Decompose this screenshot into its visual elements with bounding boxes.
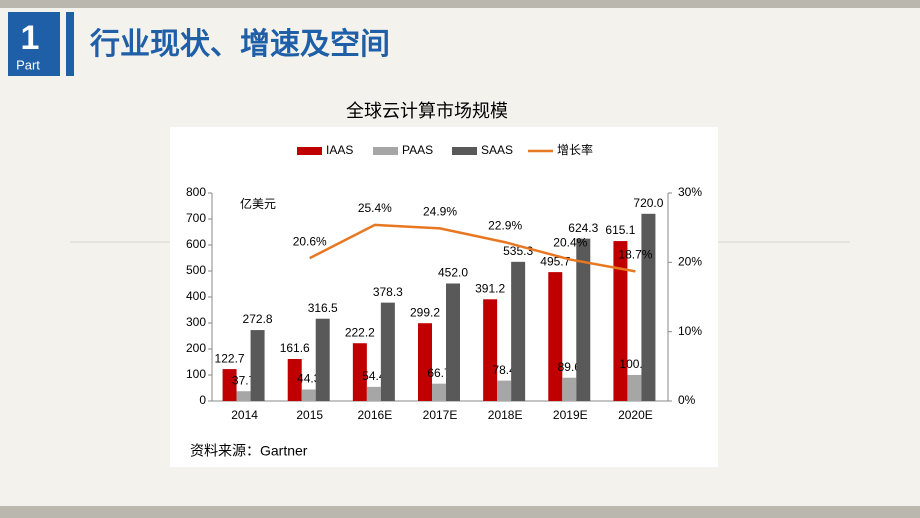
value-label: 20.4% [553,236,587,250]
bar [446,283,460,401]
value-label: 452.0 [438,266,468,280]
value-label: 299.2 [410,305,440,319]
value-label: 18.7% [618,248,652,262]
bar [483,299,498,401]
bottom-stripe [0,506,920,518]
value-label: 66.7 [427,366,451,380]
growth-line [309,223,636,273]
y-tick-label: 600 [186,237,206,251]
value-label: 378.3 [373,285,403,299]
y2-tick-label: 30% [678,185,702,199]
source-note: 资料来源：Gartner [190,443,308,459]
bar [418,323,432,401]
bar [562,377,577,401]
y2-tick-label: 10% [678,324,702,338]
value-label: 20.6% [293,234,327,248]
bar [613,241,628,401]
legend-label: SAAS [481,143,513,157]
bar [548,272,563,401]
value-label: 222.2 [345,325,375,339]
value-label: 22.9% [488,218,522,232]
x-tick-label: 2020E [618,408,653,422]
y-tick-label: 700 [186,211,206,225]
value-label: 24.9% [423,205,457,219]
legend-swatch [297,147,322,155]
part-label: Part [16,57,40,72]
top-stripe [0,0,920,8]
slide-title: 行业现状、增速及空间 [89,28,390,61]
bar [301,389,316,401]
chart-title: 全球云计算市场规模 [346,101,508,121]
value-label: 316.5 [308,301,338,315]
y-tick-label: 800 [186,185,206,199]
bar [380,302,395,401]
bar [315,318,330,401]
legend-swatch [373,147,398,155]
value-label: 720.0 [633,196,663,210]
bar [576,238,591,401]
x-tick-label: 2018E [488,408,523,422]
value-label: 391.2 [475,281,505,295]
x-tick-label: 2017E [423,408,458,422]
y-tick-label: 200 [186,341,206,355]
y-axis-label: 亿美元 [240,196,276,211]
bar [627,374,642,401]
bar [250,330,265,401]
bar [432,383,446,401]
bar [497,380,512,401]
value-label: 37.7 [232,373,256,387]
y-tick-label: 100 [186,367,206,381]
part-number: 1 [21,19,40,57]
value-label: 89.6 [558,360,582,374]
y-tick-label: 0 [199,393,206,407]
bar [222,369,237,401]
y-tick-label: 300 [186,315,206,329]
value-label: 78.4 [492,363,516,377]
title-bar [66,12,74,76]
y-tick-label: 400 [186,289,206,303]
value-label: 122.7 [215,351,245,365]
value-label: 44.3 [297,372,321,386]
value-label: 54.4 [362,369,386,383]
x-tick-label: 2019E [553,408,588,422]
x-tick-label: 2015 [296,408,323,422]
x-tick-label: 2016E [358,408,393,422]
value-label: 272.8 [243,312,273,326]
y2-tick-label: 20% [678,255,702,269]
value-label: 161.6 [280,341,310,355]
bar [366,386,381,401]
value-label: 615.1 [605,223,635,237]
legend-label: 增长率 [557,142,593,157]
legend-swatch [452,147,477,155]
value-label: 624.3 [568,221,598,235]
bar [352,343,367,401]
x-tick-label: 2014 [231,408,258,422]
bar [641,213,656,401]
part-box [8,12,60,76]
y2-tick-label: 0% [678,393,696,407]
bar [511,261,526,401]
bar [287,358,302,401]
value-label: 25.4% [358,201,392,215]
y-tick-label: 500 [186,263,206,277]
legend-label: PAAS [402,143,433,157]
legend-label: IAAS [326,143,353,157]
bar [236,391,251,401]
